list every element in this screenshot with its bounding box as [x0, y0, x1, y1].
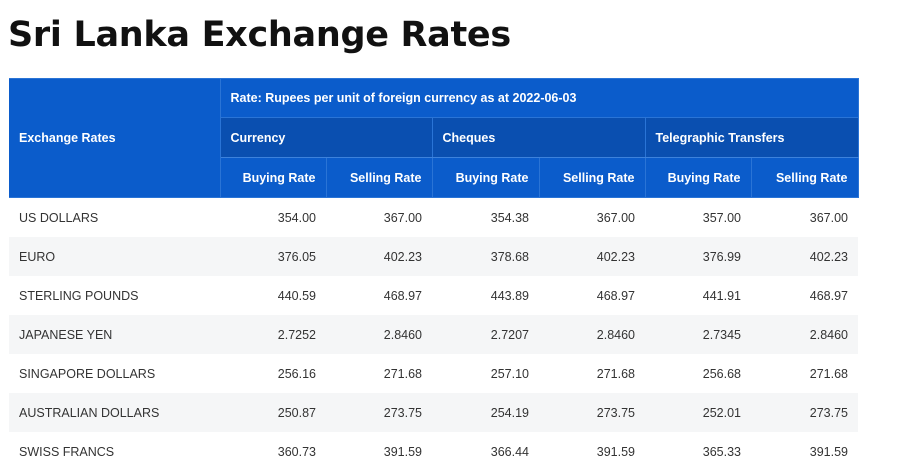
exchange-rates-table: Exchange Rates Rate: Rupees per unit of … [9, 78, 859, 471]
currency-selling-rate: 367.00 [383, 210, 422, 225]
rate-note-header: Rate: Rupees per unit of foreign currenc… [219, 78, 859, 118]
currency-selling-rate: 271.68 [383, 366, 422, 381]
cheques-buying-rate: 366.44 [490, 444, 529, 459]
tt-buying-rate: 376.99 [645, 237, 751, 276]
tt-selling-rate: 402.23 [751, 237, 859, 276]
sub-header-currency-buying: Buying Rate [219, 157, 327, 198]
tt-selling-rate: 468.97 [809, 288, 849, 303]
table-row: STERLING POUNDS 440.59 468.97 443.89 468… [9, 276, 858, 315]
currency-buying-rate: 256.16 [277, 366, 316, 381]
cheques-selling-rate: 367.00 [596, 210, 635, 225]
currency-buying-rate: 440.59 [277, 288, 316, 303]
currency-name: AUSTRALIAN DOLLARS [9, 393, 220, 432]
currency-buying-rate: 250.87 [220, 393, 326, 432]
currency-selling-rate: 2.8460 [326, 315, 432, 354]
currency-name: JAPANESE YEN [9, 315, 220, 354]
cheques-selling-rate: 273.75 [539, 393, 645, 432]
tt-buying-rate: 252.01 [645, 393, 751, 432]
group-header-cheques: Cheques [431, 117, 646, 158]
currency-selling-rate: 391.59 [383, 444, 422, 459]
sub-header-cheques-selling: Selling Rate [538, 157, 646, 198]
table-row: SINGAPORE DOLLARS 256.16 271.68 257.10 2… [9, 354, 858, 393]
cheques-buying-rate: 257.10 [490, 366, 529, 381]
page-title: Sri Lanka Exchange Rates [8, 15, 511, 55]
cheques-buying-rate: 378.68 [432, 237, 539, 276]
currency-name: SINGAPORE DOLLARS [19, 366, 156, 381]
currency-name: STERLING POUNDS [19, 288, 139, 303]
table-header: Exchange Rates Rate: Rupees per unit of … [9, 78, 859, 198]
currency-buying-rate: 2.7252 [220, 315, 326, 354]
sub-header-currency-selling: Selling Rate [325, 157, 433, 198]
tt-buying-rate: 256.68 [702, 366, 741, 381]
tt-buying-rate: 441.91 [702, 288, 741, 303]
currency-name: US DOLLARS [19, 210, 99, 225]
cheques-selling-rate: 402.23 [539, 237, 645, 276]
group-header-currency: Currency [219, 117, 433, 158]
tt-buying-rate: 365.33 [702, 444, 741, 459]
cheques-selling-rate: 468.97 [596, 288, 635, 303]
tt-buying-rate: 357.00 [702, 210, 741, 225]
currency-selling-rate: 273.75 [326, 393, 432, 432]
tt-selling-rate: 391.59 [809, 444, 849, 459]
cheques-selling-rate: 2.8460 [539, 315, 645, 354]
cheques-buying-rate: 354.38 [490, 210, 529, 225]
cheques-buying-rate: 2.7207 [432, 315, 539, 354]
table-body: US DOLLARS 354.00 367.00 354.38 367.00 3… [9, 198, 859, 472]
currency-selling-rate: 402.23 [326, 237, 432, 276]
sub-header-tt-buying: Buying Rate [644, 157, 752, 198]
currency-buying-rate: 354.00 [277, 210, 316, 225]
currency-name: SWISS FRANCS [19, 444, 115, 459]
corner-header: Exchange Rates [9, 78, 221, 198]
currency-name: EURO [9, 237, 220, 276]
tt-selling-rate: 2.8460 [751, 315, 859, 354]
cheques-buying-rate: 254.19 [432, 393, 539, 432]
sub-header-cheques-buying: Buying Rate [431, 157, 540, 198]
tt-selling-rate: 271.68 [809, 366, 849, 381]
currency-selling-rate: 468.97 [383, 288, 422, 303]
tt-selling-rate: 273.75 [751, 393, 859, 432]
table-row: SWISS FRANCS 360.73 391.59 366.44 391.59… [9, 432, 858, 471]
table-row: AUSTRALIAN DOLLARS 250.87 273.75 254.19 … [9, 393, 859, 432]
tt-buying-rate: 2.7345 [645, 315, 751, 354]
currency-buying-rate: 376.05 [220, 237, 326, 276]
tt-selling-rate: 367.00 [809, 210, 849, 225]
cheques-selling-rate: 391.59 [596, 444, 635, 459]
table-row: JAPANESE YEN 2.7252 2.8460 2.7207 2.8460… [9, 315, 859, 354]
group-header-telegraphic-transfers: Telegraphic Transfers [644, 117, 859, 158]
currency-buying-rate: 360.73 [277, 444, 316, 459]
cheques-buying-rate: 443.89 [490, 288, 529, 303]
cheques-selling-rate: 271.68 [596, 366, 635, 381]
table-row: EURO 376.05 402.23 378.68 402.23 376.99 … [9, 237, 859, 276]
table-row: US DOLLARS 354.00 367.00 354.38 367.00 3… [9, 198, 858, 238]
sub-header-tt-selling: Selling Rate [750, 157, 859, 198]
